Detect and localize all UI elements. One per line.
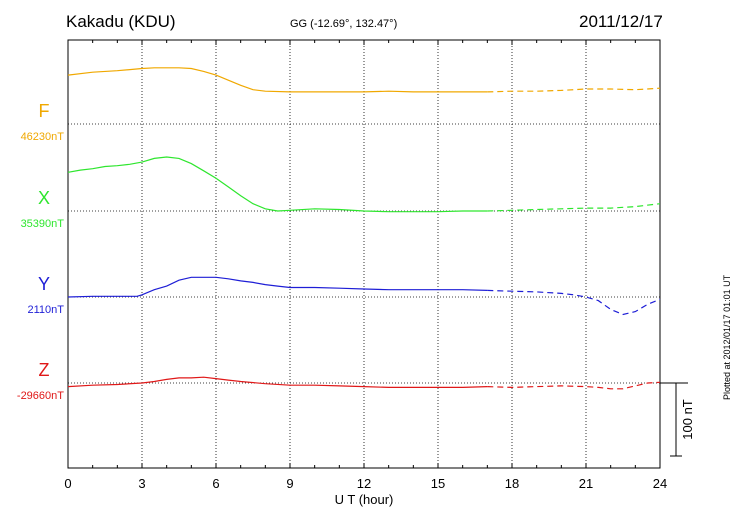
baseline-value-z: -29660nT (17, 390, 64, 402)
series-dashed-y (487, 289, 661, 316)
x-tick-label: 0 (64, 476, 71, 491)
chart-date: 2011/12/17 (579, 12, 663, 31)
baseline-value-f: 46230nT (21, 131, 65, 143)
component-label-x: X (38, 188, 50, 208)
series-line-f (67, 67, 488, 93)
scale-bar-label: 100 nT (680, 399, 695, 440)
x-tick-label: 12 (357, 476, 371, 491)
series-dashed-f (487, 87, 661, 93)
x-tick-label: 9 (286, 476, 293, 491)
series-line-y (67, 276, 488, 298)
x-tick-label: 15 (431, 476, 445, 491)
x-axis-title: U T (hour) (335, 492, 394, 507)
series-dashed-x (487, 203, 661, 212)
component-label-f: F (39, 101, 50, 121)
component-label-z: Z (39, 360, 50, 380)
x-tick-label: 21 (579, 476, 593, 491)
x-tick-label: 3 (138, 476, 145, 491)
geographic-coordinates: GG (-12.69°, 132.47°) (290, 18, 398, 30)
series-line-x (67, 156, 488, 213)
x-tick-label: 24 (653, 476, 667, 491)
x-tick-label: 6 (212, 476, 219, 491)
baseline-value-x: 35390nT (21, 218, 65, 230)
component-label-y: Y (38, 274, 50, 294)
baseline-value-y: 2110nT (28, 304, 65, 316)
station-title: Kakadu (KDU) (66, 12, 176, 31)
series-line-z (67, 376, 488, 388)
x-tick-label: 18 (505, 476, 519, 491)
series-dashed-z (487, 381, 661, 390)
